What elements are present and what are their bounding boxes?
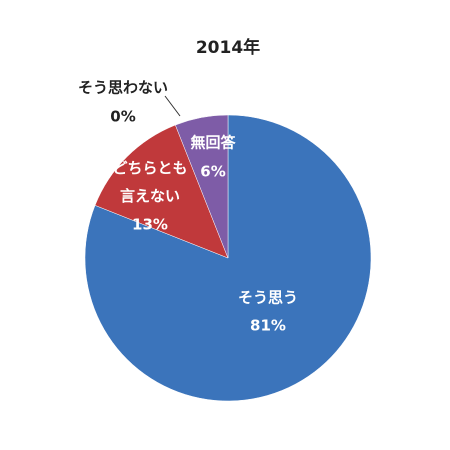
- slice-label: そう思う: [238, 289, 298, 307]
- slice-label: そう思わない: [78, 79, 168, 97]
- value-label: 13%: [132, 216, 168, 234]
- value-label: 6%: [200, 163, 225, 181]
- chart-title: 2014年: [196, 37, 260, 58]
- value-label: 0%: [110, 108, 135, 126]
- leader-line: [164, 95, 181, 117]
- slice-label: どちらとも言えない: [112, 159, 187, 205]
- value-label: 81%: [250, 317, 286, 335]
- pie-slice: [175, 114, 229, 259]
- slice-label: 無回答: [190, 134, 236, 152]
- pie-slice: [94, 124, 229, 259]
